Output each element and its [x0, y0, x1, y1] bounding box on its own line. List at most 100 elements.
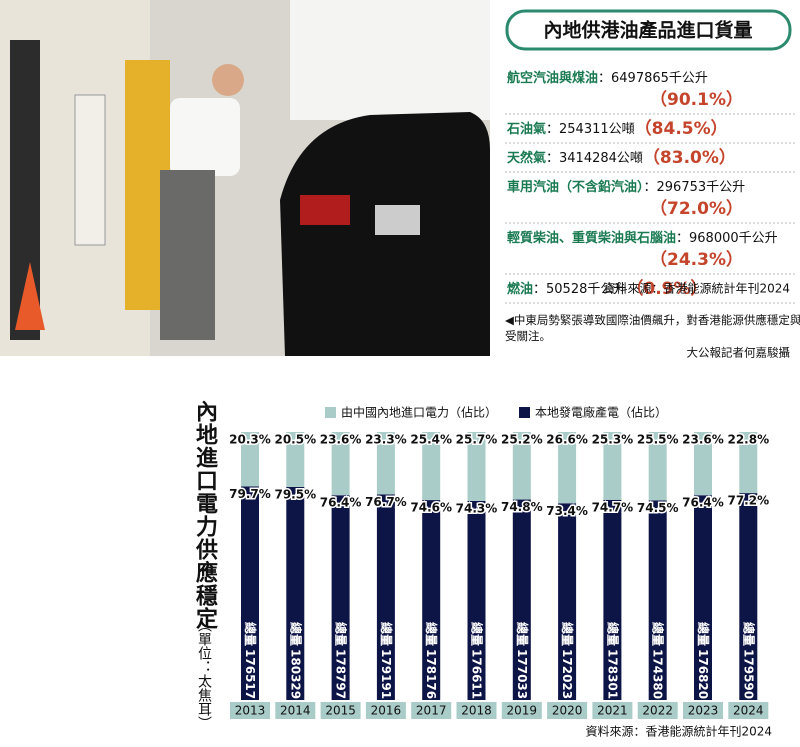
bar-segment	[603, 432, 622, 500]
item-share: （83.0%）	[643, 147, 736, 168]
total-label: 總量 176517	[244, 622, 259, 699]
x-tick-label: 2022	[642, 704, 673, 718]
total-value: 178301	[606, 649, 620, 699]
bar-segment	[648, 432, 667, 501]
photo	[0, 0, 490, 356]
item-label: 燃油	[507, 281, 533, 297]
item-amount: ：968000千公升	[676, 231, 778, 246]
value-label: 23.6%	[682, 433, 724, 447]
chart-source: 資料來源：香港能源統計年刊2024	[585, 724, 772, 739]
total-label: 總量 174380	[651, 622, 666, 699]
value-label: 77.2%	[727, 494, 769, 508]
bar-segment	[694, 432, 712, 496]
total-word: 總量	[515, 622, 530, 646]
item-label: 輕質柴油、重質柴油與石腦油	[507, 230, 676, 246]
import-item: 石油氣：254311公噸	[506, 121, 635, 137]
x-tick-label: 2020	[552, 704, 583, 718]
total-label: 總量 180329	[289, 622, 304, 699]
year-box	[365, 702, 406, 719]
total-word: 總量	[334, 622, 349, 646]
total-label: 總量 177033	[515, 622, 530, 699]
import-item: 天然氣：3414284公噸	[507, 150, 643, 166]
year-box	[728, 702, 769, 719]
item-share: （0.9%）	[626, 278, 707, 299]
bar-segment	[376, 494, 395, 700]
value-label: 76.4%	[682, 496, 724, 510]
bar-segment	[512, 499, 531, 700]
legend-swatch	[519, 407, 531, 418]
item-amount: ：296753千公升	[644, 180, 746, 195]
bar-segment	[558, 503, 577, 700]
bar-segment	[558, 432, 577, 504]
bar-segment	[694, 495, 712, 700]
x-tick-label: 2018	[461, 704, 492, 718]
total-label: 總量 176820	[697, 622, 712, 699]
value-label: 23.3%	[365, 433, 407, 447]
total-value: 172023	[561, 649, 575, 699]
value-label: 74.6%	[410, 501, 452, 515]
value-label: 74.3%	[456, 501, 498, 515]
total-value: 176611	[470, 649, 484, 699]
caption: ◀中東局勢緊張導致國際油價飆升，對香港能源供應穩定與民生成本的影響備受關注。	[505, 313, 800, 343]
total-value: 178176	[425, 649, 439, 699]
item-label: 天然氣	[507, 150, 546, 166]
legend-label: 由中國內地進口電力（佔比）	[341, 405, 497, 420]
year-box	[637, 702, 678, 719]
year-box	[547, 702, 588, 719]
item-label: 航空汽油與煤油	[507, 70, 598, 86]
total-word: 總量	[651, 622, 666, 646]
imports-title: 內地供港油產品進口貨量	[543, 19, 752, 42]
year-box	[501, 702, 542, 719]
bar-segment	[467, 432, 486, 501]
total-label: 總量 178176	[425, 622, 440, 699]
value-label: 74.8%	[501, 500, 543, 514]
bar-segment	[739, 493, 758, 700]
item-amount: ：254311公噸	[546, 122, 635, 137]
x-tick-label: 2013	[235, 704, 266, 718]
item-amount: ：50528千公升	[533, 282, 626, 297]
bar-segment	[241, 486, 259, 700]
x-tick-label: 2014	[280, 704, 311, 718]
item-amount: ：3414284公噸	[546, 151, 643, 166]
year-box	[456, 702, 497, 719]
import-list: 航空汽油與煤油：6497865千公升 （90.1%） 石油氣：254311公噸 （84…	[505, 70, 795, 304]
chart: 由中國內地進口電力（佔比） 本地發電廠產電（佔比） 79.7% 20.3% 總量 1765…	[228, 405, 771, 719]
import-item: 車用汽油（不含鉛汽油）：296753千公升	[507, 179, 745, 195]
total-label: 總量 179590	[742, 622, 757, 699]
bar-segment	[739, 432, 758, 494]
bar-segment	[286, 432, 305, 487]
item-share: （90.1%）	[650, 89, 743, 110]
total-label: 總量 178301	[606, 622, 621, 699]
bar-segment	[422, 432, 441, 501]
total-word: 總量	[425, 622, 440, 646]
value-label: 23.6%	[320, 433, 362, 447]
x-tick-label: 2015	[325, 704, 356, 718]
chart-title: 內地進口電力供應穩定	[192, 400, 217, 630]
bar-segment	[241, 432, 259, 487]
item-label: 石油氣	[506, 121, 546, 137]
value-label: 76.7%	[365, 495, 407, 509]
item-share: （84.5%）	[635, 118, 728, 139]
year-box	[275, 702, 316, 719]
credit: 大公報記者何嘉駿攝	[687, 346, 791, 360]
value-label: 26.6%	[546, 433, 588, 447]
year-box	[683, 702, 723, 719]
year-box	[230, 702, 270, 719]
total-value: 176517	[244, 649, 258, 699]
value-label: 25.5%	[637, 433, 679, 447]
item-amount: ：6497865千公升	[598, 71, 708, 86]
total-value: 179590	[742, 649, 756, 699]
import-item: 輕質柴油、重質柴油與石腦油：968000千公升	[507, 230, 778, 246]
total-value: 179191	[379, 649, 393, 699]
bar-segment	[512, 432, 531, 500]
total-label: 總量 178797	[334, 622, 349, 699]
year-box	[411, 702, 452, 719]
bar-segment	[331, 432, 350, 496]
value-label: 25.3%	[592, 433, 634, 447]
caption-line: 受關注。	[505, 329, 551, 343]
source: 資料來源：香港能源統計年刊2024	[603, 281, 790, 296]
legend-swatch	[325, 407, 336, 418]
bar-segment	[648, 500, 667, 700]
value-label: 79.7%	[229, 487, 271, 501]
